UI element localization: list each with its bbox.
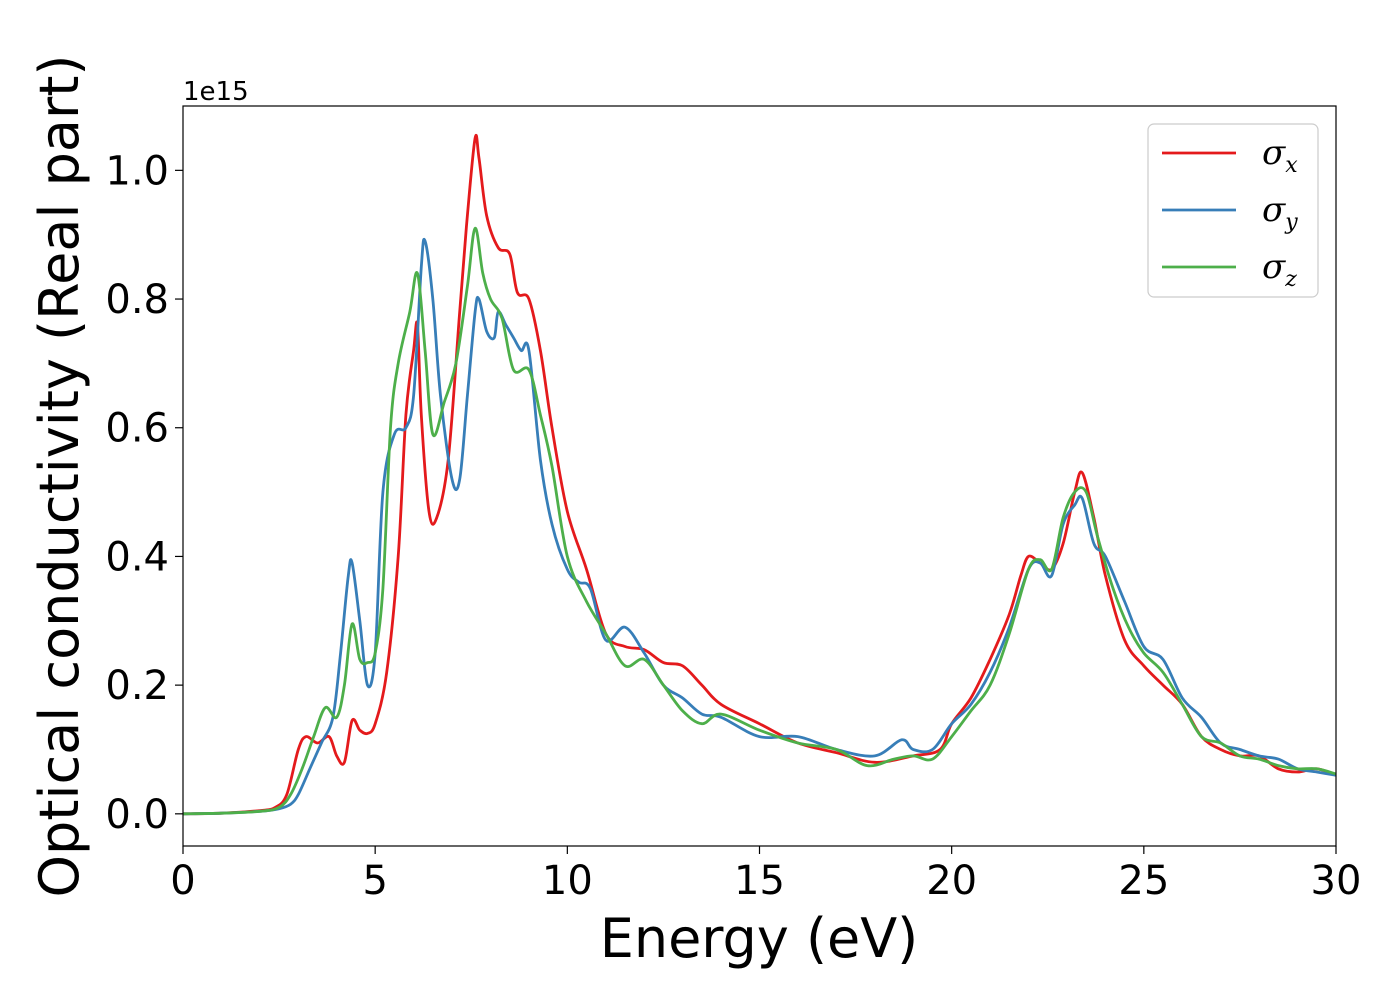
- y-tick-label: 0.6: [105, 406, 169, 452]
- y-tick-label: 0.0: [105, 792, 169, 838]
- x-axis-label: Energy (eV): [600, 907, 919, 970]
- series-line-y: [183, 237, 1336, 816]
- x-tick-label: 25: [1118, 858, 1169, 904]
- legend-label-y: σy: [1262, 190, 1298, 235]
- legend: σx σy σz: [1147, 123, 1319, 298]
- legend-label-x: σx: [1262, 133, 1298, 178]
- x-axis: 0 5 10 15 20 25 30: [170, 846, 1361, 904]
- x-tick-label: 10: [542, 858, 593, 904]
- y-tick-label: 0.4: [105, 534, 169, 580]
- x-tick-label: 30: [1311, 858, 1362, 904]
- x-tick-label: 20: [926, 858, 977, 904]
- x-tick-label: 5: [362, 858, 387, 904]
- x-tick-label: 0: [170, 858, 195, 904]
- y-axis: 0.0 0.2 0.4 0.6 0.8 1.0: [105, 148, 183, 838]
- x-tick-label: 15: [734, 858, 785, 904]
- y-offset-text: 1e15: [183, 77, 249, 107]
- series-line-z: [183, 226, 1336, 816]
- y-tick-label: 1.0: [105, 148, 169, 194]
- y-tick-label: 0.2: [105, 663, 169, 709]
- y-tick-label: 0.8: [105, 277, 169, 323]
- legend-label-z: σz: [1262, 247, 1297, 292]
- series-lines: [183, 133, 1336, 816]
- y-axis-label: Optical conductivity (Real part): [28, 55, 91, 898]
